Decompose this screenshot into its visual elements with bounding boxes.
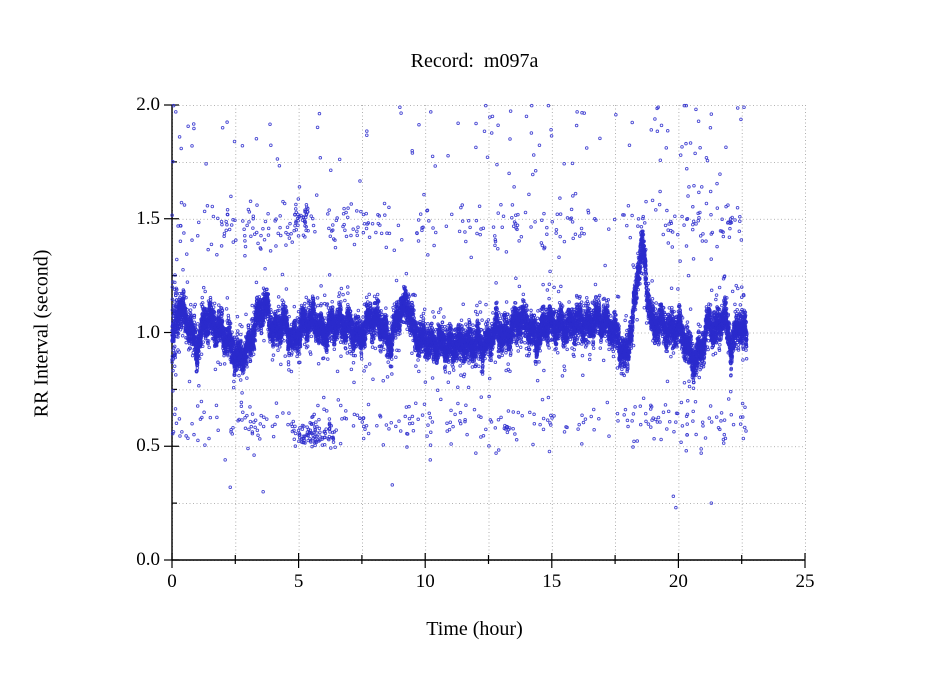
chart-title: Record: m097a: [410, 50, 539, 72]
y-tick-label: 0.0: [136, 549, 160, 570]
x-tick-label: 10: [415, 571, 435, 592]
x-axis-title: Time (hour): [426, 618, 523, 640]
y-tick-label: 0.5: [136, 435, 160, 457]
x-tick-label: 20: [668, 571, 688, 592]
y-tick-label: 1.0: [136, 321, 160, 343]
y-axis-title: RR Interval (second): [30, 249, 53, 418]
x-tick-label: 0: [167, 571, 177, 592]
y-tick-label: 2.0: [136, 94, 160, 115]
x-tick-label: 15: [542, 571, 562, 592]
y-tick-label: 1.5: [136, 207, 160, 229]
x-tick-label: 5: [293, 571, 304, 592]
x-tick-label: 25: [795, 571, 815, 592]
